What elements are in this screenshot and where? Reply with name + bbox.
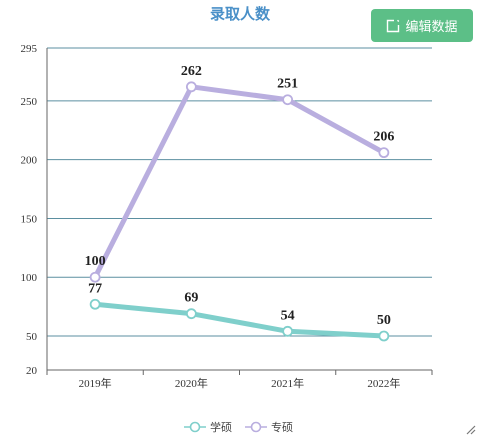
data-label: 69 (184, 291, 198, 306)
y-tick-label: 200 (21, 155, 38, 167)
edit-data-button[interactable]: 编辑数据 (371, 9, 473, 42)
y-tick-label: 100 (21, 272, 38, 284)
axes: 20 50 100 150 200 250 295 2019年 2020年 2021年 2022年 (21, 43, 433, 390)
data-label: 206 (373, 130, 394, 145)
edit-data-label: 编辑数据 (405, 20, 458, 35)
data-point (89, 298, 101, 310)
grid-lines (47, 47, 432, 337)
data-point (185, 81, 197, 93)
legend[interactable]: 学硕 专硕 (184, 420, 293, 434)
data-point (89, 271, 101, 283)
data-label: 54 (281, 308, 295, 323)
y-tick-label: 150 (21, 213, 38, 225)
data-labels: 77 69 54 50 100 262 251 206 (85, 64, 395, 328)
legend-swatch-marker (250, 421, 262, 433)
resize-handle-icon[interactable] (466, 425, 476, 435)
legend-label: 专硕 (271, 420, 293, 434)
legend-swatch-marker (189, 421, 201, 433)
data-point (282, 94, 294, 106)
data-point (378, 330, 390, 342)
x-tick-label: 2019年 (79, 376, 112, 390)
data-label: 77 (88, 281, 102, 296)
series-line-1 (92, 301, 387, 339)
chart-title: 录取人数 (209, 5, 270, 23)
data-point (378, 147, 390, 159)
x-tick-label: 2021年 (271, 376, 304, 390)
y-tick-label: 50 (26, 331, 38, 343)
data-label: 262 (181, 64, 202, 79)
data-label: 251 (277, 77, 298, 92)
series-line-2 (92, 84, 387, 280)
edit-icon (387, 19, 400, 32)
legend-label: 学硕 (210, 420, 232, 434)
x-tick-label: 2022年 (367, 376, 400, 390)
y-tick-label: 20 (26, 365, 38, 377)
y-tick-label: 295 (21, 43, 38, 55)
y-tick-label: 250 (21, 96, 38, 108)
series (89, 81, 390, 342)
data-label: 50 (377, 313, 391, 328)
x-tick-label: 2020年 (175, 376, 208, 390)
data-point (282, 325, 294, 337)
data-label: 100 (85, 254, 106, 269)
data-point (185, 308, 197, 320)
